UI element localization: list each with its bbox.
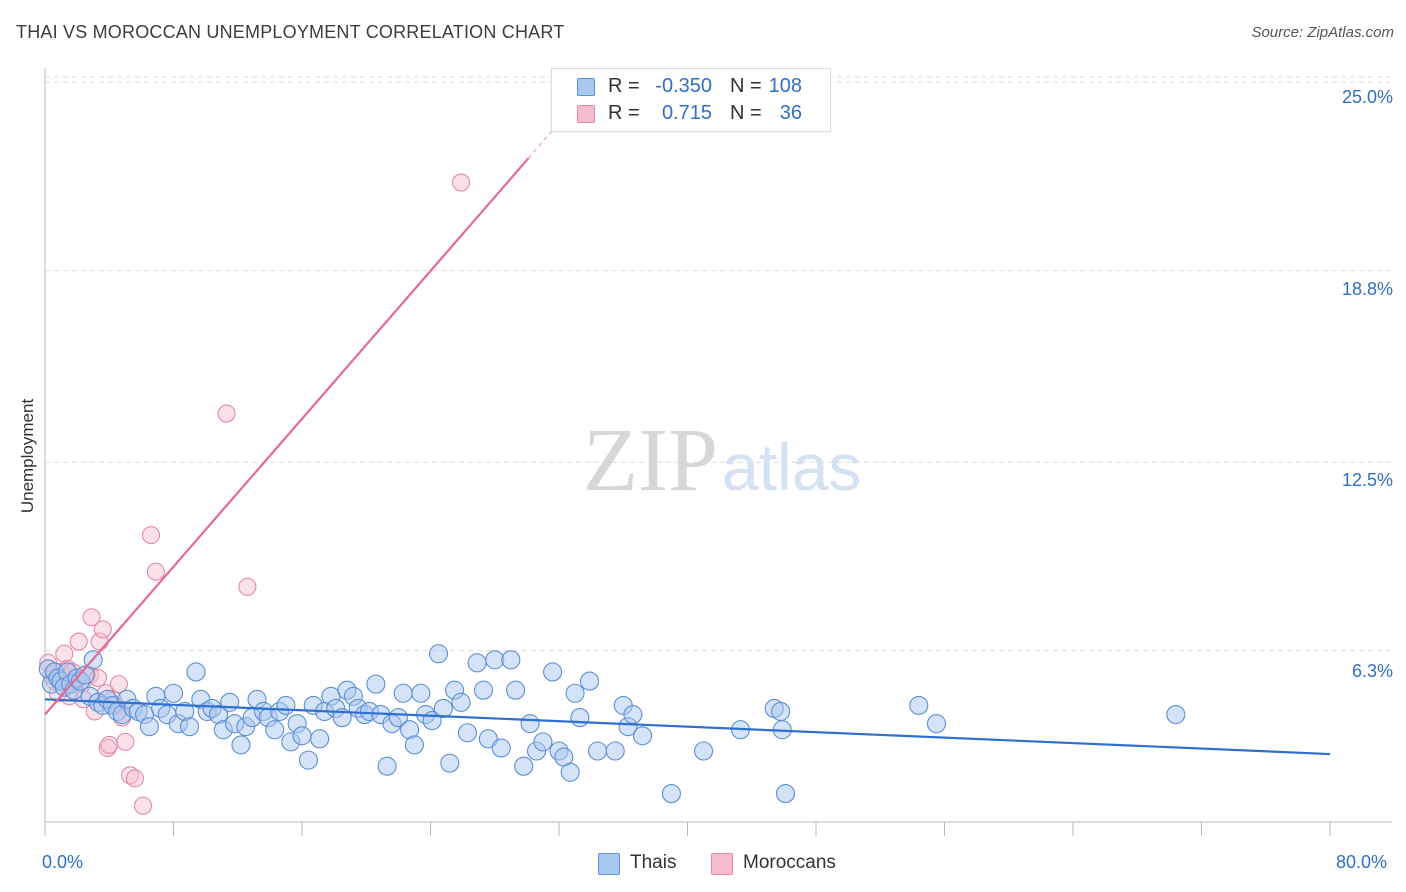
moroccans-point [100,735,119,754]
moroccans-point [55,644,74,663]
thais-point [1166,704,1186,725]
thais-point [491,738,511,758]
thais-point [231,735,251,755]
moroccans-point [451,173,471,192]
thais-point [180,717,200,737]
n-label: N = [730,102,762,124]
source-label: Source: ZipAtlas.com [1251,24,1394,41]
legend-row-moroccans: R = 0.715 N = 36 [552,100,830,126]
watermark-atlas: atlas [722,430,861,504]
r-label: R = [608,75,640,97]
r-value: -0.350 [655,75,712,97]
thais-point [276,695,296,715]
thais-point [775,784,796,804]
thais-point [533,732,553,752]
chart-title: THAI VS MOROCCAN UNEMPLOYMENT CORRELATIO… [16,22,565,42]
watermark: ZIP atlas [583,411,861,510]
thais-point [694,741,714,761]
moroccans-point [98,738,117,758]
thais-point [366,674,386,694]
thais-point [467,653,487,673]
thais-point [163,683,184,703]
thais-point [265,720,285,740]
thais-legend-label: Thais [630,852,677,873]
thais-point [632,726,653,746]
thais-point [220,692,240,712]
axes [44,68,1392,836]
thais-point [543,662,563,682]
thais-point [404,735,424,755]
thais-legend-swatch [598,853,620,875]
thais-point [433,698,453,718]
moroccans-point [133,796,153,815]
n-value: 36 [779,102,802,124]
thais-point [560,762,580,782]
thais-point [393,683,413,703]
thais-point [139,717,159,737]
y-axis-label: Unemployment [18,398,37,514]
moroccans-point [109,675,128,694]
thais-point [473,680,494,700]
thais-point [440,753,460,773]
n-value: 108 [768,75,802,97]
moroccans-point [238,577,257,596]
r-value: 0.715 [661,102,712,124]
moroccans-point [217,404,236,423]
thais-point [661,784,681,804]
thais-point [411,683,431,703]
thais-point [579,671,600,691]
moroccans-point [121,766,140,785]
moroccans-point [141,526,161,545]
thais-point [292,726,312,746]
grid-lines [45,76,1392,652]
r-label: R = [608,102,640,124]
thais-point [75,665,95,685]
thais-point [605,741,625,761]
thais-point [926,714,947,734]
xtick-max: 80.0% [1336,852,1388,872]
ytick-12-5: 12.5% [1341,470,1393,490]
thais-point [501,650,521,670]
thais-point [771,701,791,722]
thais-swatch [577,78,595,96]
thais-point [186,662,206,682]
moroccans-point [69,632,88,651]
moroccans-point [125,769,144,788]
thais-point [623,704,643,725]
ytick-18-8: 18.8% [1341,279,1393,299]
watermark-zip: ZIP [583,411,718,510]
moroccans-legend-label: Moroccans [743,852,836,873]
thais-point [298,750,318,770]
moroccans-trend-line [44,157,530,716]
thais-point [506,680,526,700]
thais-point [310,729,330,749]
thais-point [388,708,408,728]
thais-trend-line [44,698,1331,756]
moroccans-swatch [577,105,595,123]
ytick-25: 25.0% [1341,87,1393,107]
n-label: N = [730,75,762,97]
thais-point [514,756,534,776]
moroccans-point [116,732,135,751]
thais-point [377,756,397,776]
thais-point [587,741,608,761]
moroccans-point [146,562,165,581]
legend-row-thais: R = -0.350 N = 108 [552,73,830,99]
thais-point [485,650,505,670]
moroccans-point [93,620,112,639]
thais-point [909,695,929,715]
thais-point [457,723,477,743]
thais-point [428,644,449,664]
thais-point [520,714,540,734]
correlation-legend: R = -0.350 N = 108 R = 0.715 N = 36 [551,68,831,132]
moroccans-point [82,608,101,627]
thais-point [451,692,471,712]
ytick-6-3: 6.3% [1351,661,1393,681]
xtick-min: 0.0% [42,852,84,872]
thais-point [570,708,590,728]
moroccans-legend-swatch [711,853,733,875]
thais-point [565,683,585,703]
